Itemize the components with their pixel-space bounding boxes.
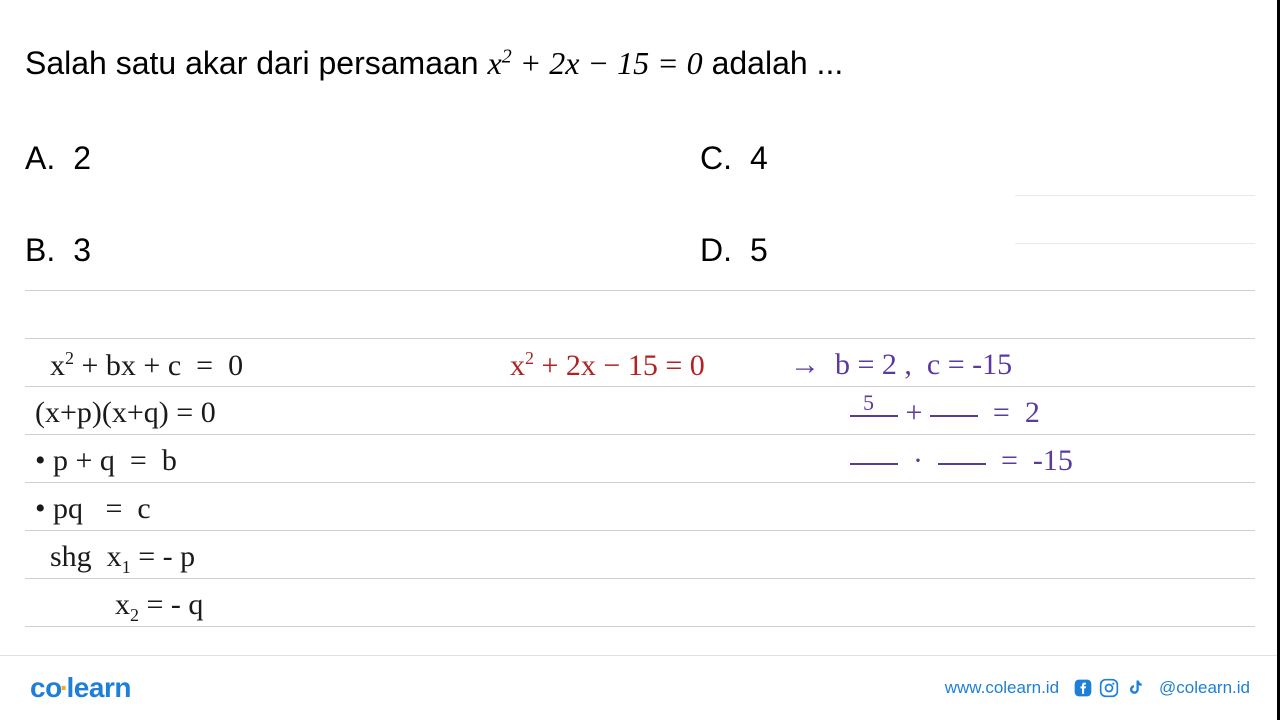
logo: co·learn: [30, 672, 131, 704]
question-text: Salah satu akar dari persamaan x2 + 2x −…: [25, 45, 843, 82]
logo-part-1: co: [30, 672, 62, 703]
guide-line: [1015, 243, 1255, 244]
option-a-letter: A.: [25, 140, 55, 176]
formula-line-6: x2 = - q: [115, 588, 203, 626]
formula-line-4: • pq = c: [35, 492, 151, 526]
option-a[interactable]: A. 2: [25, 140, 91, 177]
rule-line: [25, 290, 1255, 291]
formula-line-3: • p + q = b: [35, 444, 177, 478]
rule-line: [25, 386, 1255, 387]
blank-2: [930, 413, 978, 417]
blank-1: [850, 413, 898, 417]
instagram-icon[interactable]: [1099, 678, 1119, 698]
sum-line: + = 2: [850, 396, 1040, 430]
option-d-letter: D.: [700, 232, 732, 268]
option-d[interactable]: D. 5: [700, 232, 768, 269]
footer: co·learn www.colearn.id @colearn.id: [0, 655, 1280, 720]
blank-4: [938, 461, 986, 465]
social-icons: [1073, 678, 1145, 698]
rule-line: [25, 578, 1255, 579]
coeff-arrow: → b = 2 , c = -15: [790, 348, 1012, 382]
option-c-letter: C.: [700, 140, 732, 176]
rule-line: [25, 482, 1255, 483]
blank-3: [850, 461, 898, 465]
option-b[interactable]: B. 3: [25, 232, 91, 269]
option-d-value: 5: [750, 232, 768, 268]
option-b-letter: B.: [25, 232, 55, 268]
option-a-value: 2: [73, 140, 91, 176]
equation-red: x2 + 2x − 15 = 0: [510, 348, 705, 383]
social-handle[interactable]: @colearn.id: [1159, 678, 1250, 698]
option-c-value: 4: [750, 140, 768, 176]
footer-right: www.colearn.id @colearn.id: [945, 678, 1250, 698]
option-c[interactable]: C. 4: [700, 140, 768, 177]
website-url[interactable]: www.colearn.id: [945, 678, 1059, 698]
rule-line: [25, 338, 1255, 339]
question-suffix: adalah ...: [703, 45, 844, 81]
rule-line: [25, 434, 1255, 435]
question-equation: x2 + 2x − 15 = 0: [487, 45, 702, 81]
product-line: · = -15: [850, 444, 1073, 478]
rule-line: [25, 626, 1255, 627]
logo-part-2: learn: [67, 672, 131, 703]
tiktok-icon[interactable]: [1125, 678, 1145, 698]
facebook-icon[interactable]: [1073, 678, 1093, 698]
question-prefix: Salah satu akar dari persamaan: [25, 45, 487, 81]
formula-line-1: x2 + bx + c = 0: [50, 348, 243, 383]
option-b-value: 3: [73, 232, 91, 268]
formula-line-5: shg x1 = - p: [50, 540, 195, 578]
formula-line-2: (x+p)(x+q) = 0: [35, 396, 216, 430]
rule-line: [25, 530, 1255, 531]
guide-line: [1015, 195, 1255, 196]
